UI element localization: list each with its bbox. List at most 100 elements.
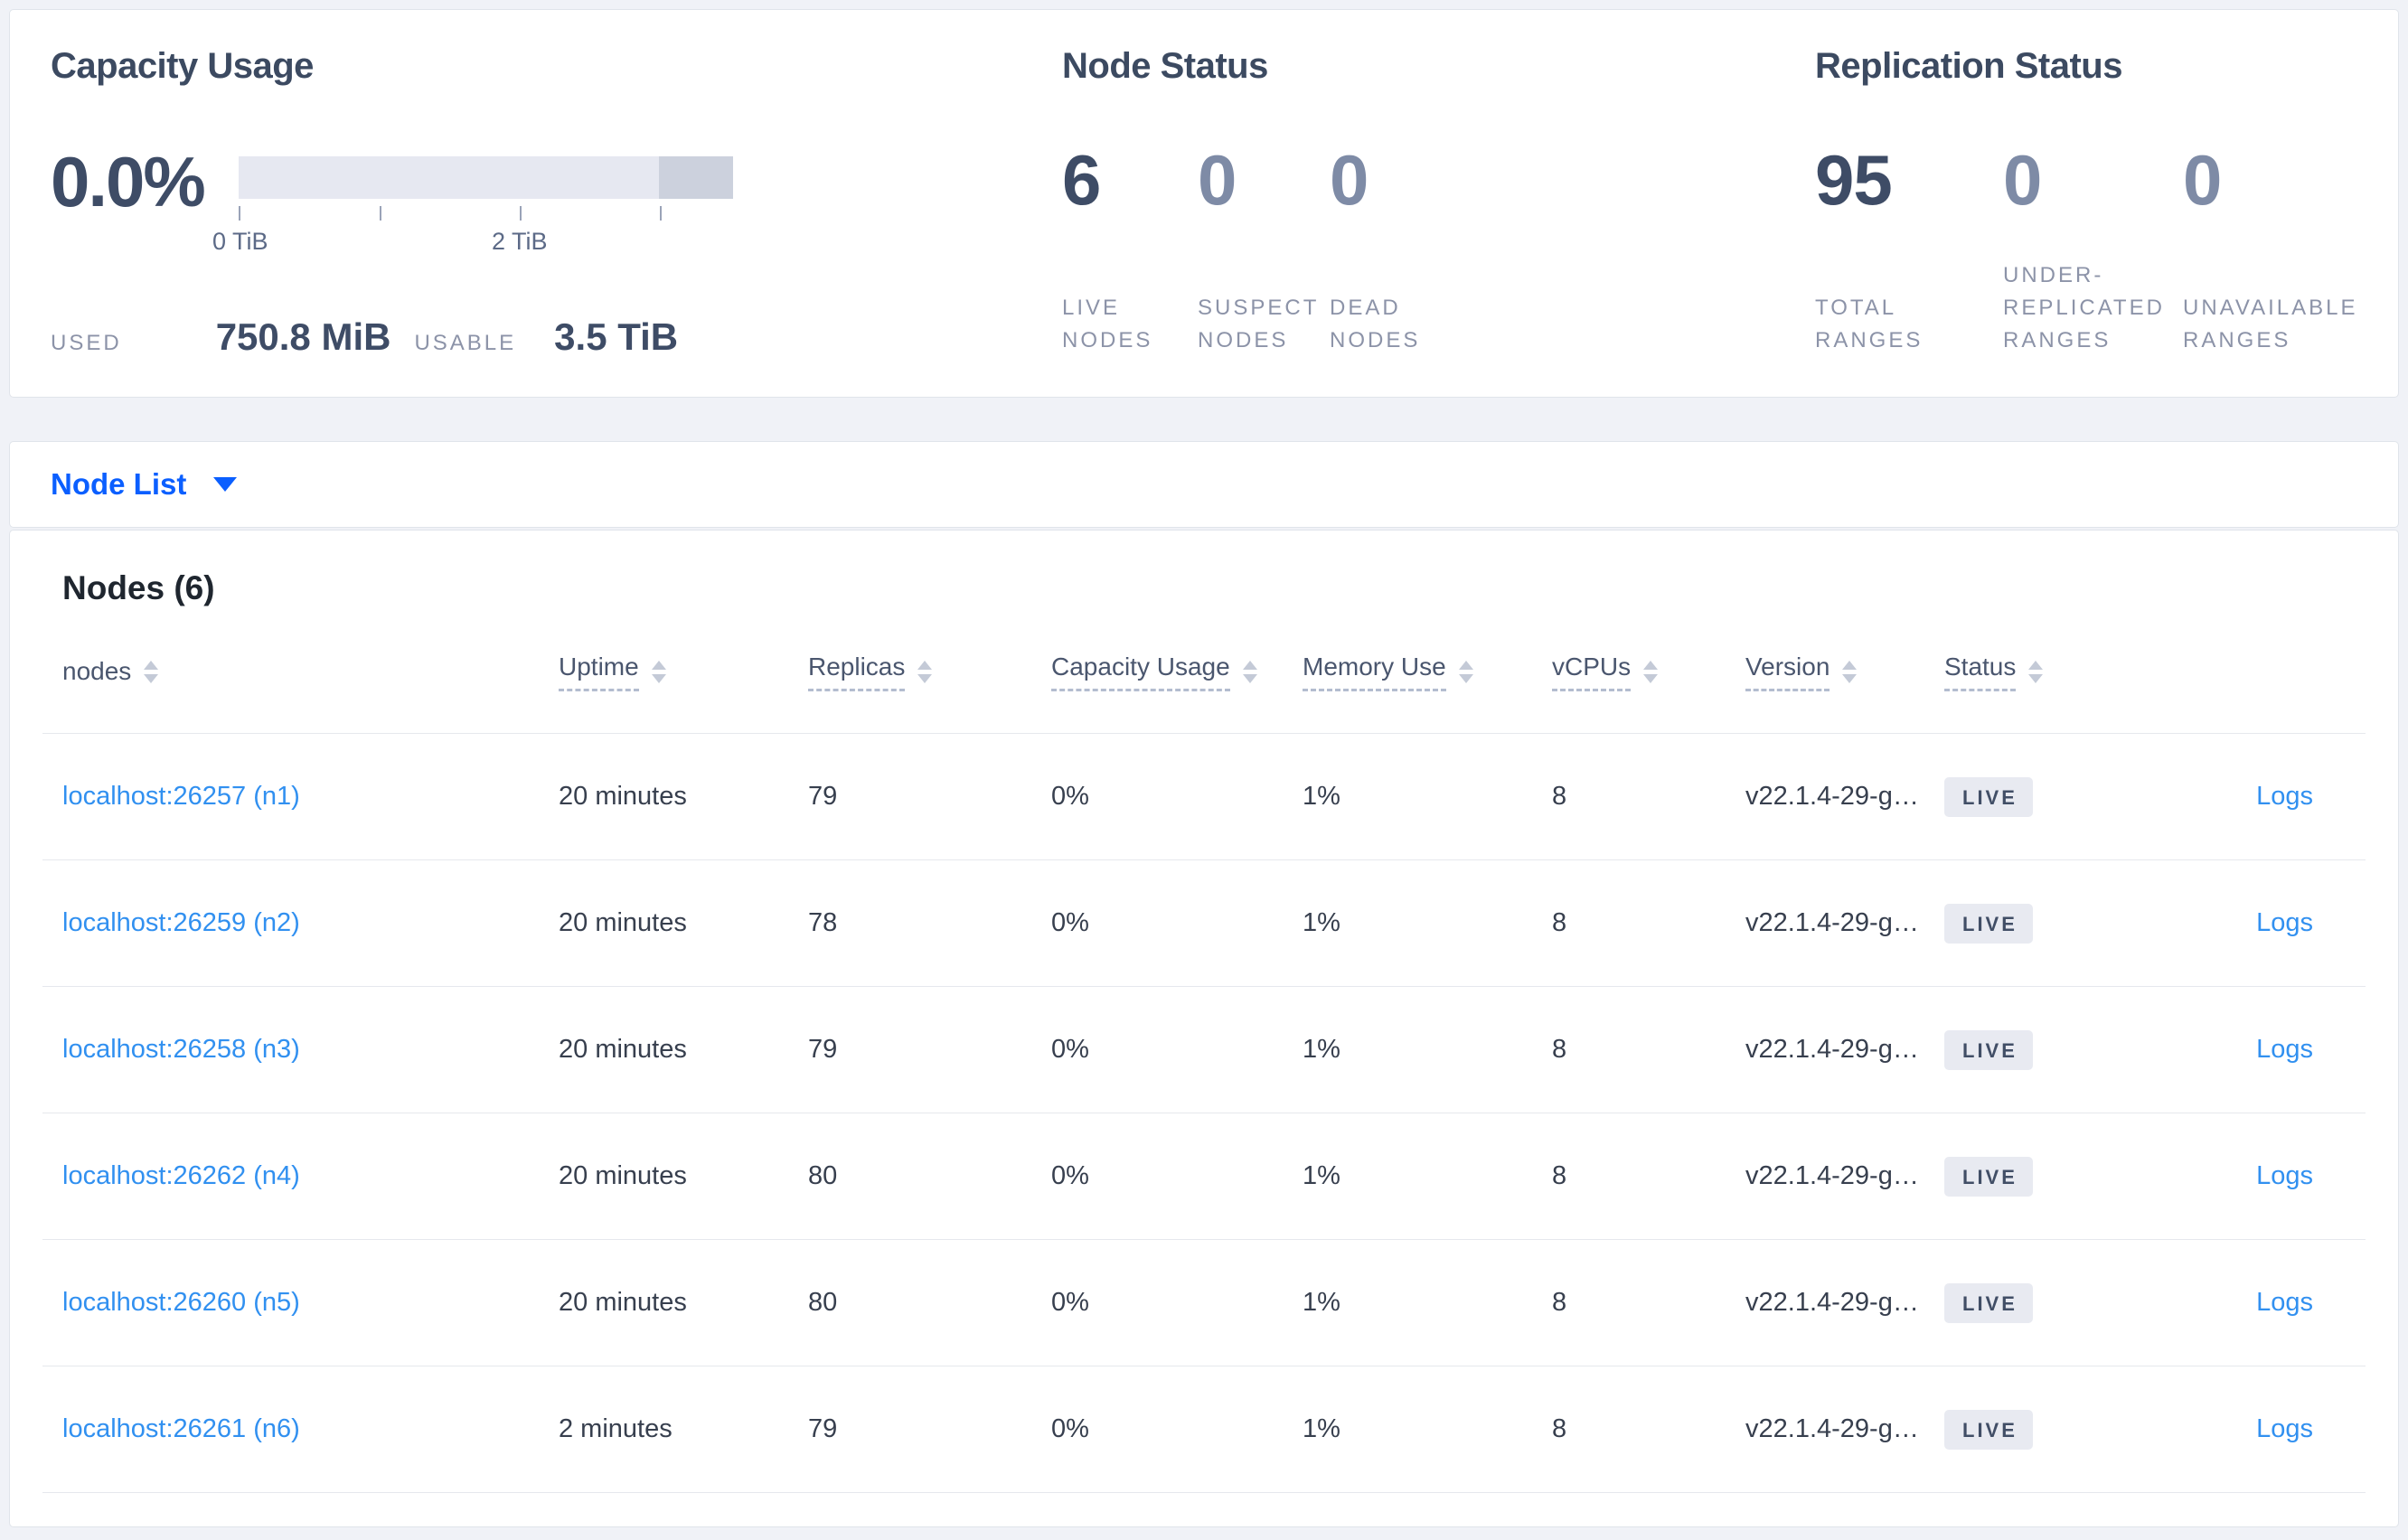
column-header-label: Version bbox=[1745, 653, 1830, 691]
column-header-replicas[interactable]: Replicas bbox=[808, 653, 1051, 691]
logs-link[interactable]: Logs bbox=[2256, 1414, 2313, 1443]
replicas-cell: 78 bbox=[808, 908, 838, 937]
replicas-cell: 79 bbox=[808, 782, 838, 811]
column-header-uptime[interactable]: Uptime bbox=[559, 653, 808, 691]
replicas-cell: 79 bbox=[808, 1414, 838, 1443]
axis-label-0tib: 0 TiB bbox=[212, 228, 268, 255]
column-header-memory-use[interactable]: Memory Use bbox=[1303, 653, 1552, 691]
node-list-dropdown-label: Node List bbox=[51, 467, 187, 501]
total-ranges-value: 95 bbox=[1815, 140, 1893, 220]
capacity-cell: 0% bbox=[1051, 1035, 1089, 1064]
suspect-nodes-value: 0 bbox=[1198, 140, 1237, 220]
sort-icon bbox=[1842, 660, 1858, 683]
capacity-bar-ticks bbox=[238, 206, 733, 228]
replicas-cell: 80 bbox=[808, 1288, 838, 1317]
nodes-table-card: Nodes (6) nodes Uptime Replicas Capacity… bbox=[9, 530, 2399, 1527]
used-value: 750.8 MiB bbox=[215, 315, 391, 358]
capacity-cell: 0% bbox=[1051, 1288, 1089, 1317]
tick-mark bbox=[238, 206, 240, 221]
dead-nodes-label: DEAD NODES bbox=[1330, 296, 1421, 352]
replicas-cell: 80 bbox=[808, 1161, 838, 1190]
status-badge: LIVE bbox=[1944, 776, 2033, 817]
status-badge: LIVE bbox=[1944, 1156, 2033, 1197]
vcpus-cell: 8 bbox=[1552, 1161, 1567, 1190]
memory-cell: 1% bbox=[1303, 1161, 1340, 1190]
logs-link[interactable]: Logs bbox=[2256, 1288, 2313, 1317]
used-label: USED bbox=[51, 331, 122, 355]
usable-value: 3.5 TiB bbox=[554, 315, 679, 358]
node-address-link[interactable]: localhost:26258 (n3) bbox=[62, 1035, 300, 1064]
column-header-capacity-usage[interactable]: Capacity Usage bbox=[1051, 653, 1303, 691]
capacity-usage-section: Capacity Usage 0.0% 0 TiB 2 TiB bbox=[51, 10, 1054, 397]
column-header-version[interactable]: Version bbox=[1745, 653, 1944, 691]
capacity-bar-segment bbox=[658, 156, 733, 199]
uptime-cell: 20 minutes bbox=[559, 1288, 687, 1317]
uptime-cell: 20 minutes bbox=[559, 1035, 687, 1064]
tick-mark bbox=[519, 206, 522, 221]
chevron-down-icon bbox=[213, 477, 238, 492]
table-row: localhost:26257 (n1) 20 minutes 79 0% 1%… bbox=[10, 734, 2398, 859]
node-address-link[interactable]: localhost:26257 (n1) bbox=[62, 782, 300, 811]
capacity-bar-chart: 0 TiB 2 TiB bbox=[212, 156, 733, 255]
node-address-link[interactable]: localhost:26262 (n4) bbox=[62, 1161, 300, 1190]
table-row: localhost:26260 (n5) 20 minutes 80 0% 1%… bbox=[10, 1240, 2398, 1366]
row-divider bbox=[42, 986, 2366, 987]
column-header-vcpus[interactable]: vCPUs bbox=[1552, 653, 1745, 691]
replication-status-section: Replication Status 95 TOTAL RANGES 0 UND… bbox=[1815, 10, 2394, 397]
memory-cell: 1% bbox=[1303, 1414, 1340, 1443]
node-address-link[interactable]: localhost:26261 (n6) bbox=[62, 1414, 300, 1443]
version-cell: v22.1.4-29-g… bbox=[1745, 1288, 1919, 1317]
column-header-nodes[interactable]: nodes bbox=[62, 657, 559, 686]
logs-link[interactable]: Logs bbox=[2256, 782, 2313, 811]
node-list-selector-bar: Node List bbox=[9, 441, 2399, 528]
live-nodes-value: 6 bbox=[1062, 140, 1101, 220]
replication-stats: 95 TOTAL RANGES 0 UNDER-REPLICATED RANGE… bbox=[1815, 142, 2382, 357]
uptime-cell: 20 minutes bbox=[559, 782, 687, 811]
vcpus-cell: 8 bbox=[1552, 1288, 1567, 1317]
tick-mark bbox=[379, 206, 381, 221]
node-address-link[interactable]: localhost:26259 (n2) bbox=[62, 908, 300, 937]
node-list-dropdown[interactable]: Node List bbox=[51, 467, 238, 502]
cluster-summary-card: Capacity Usage 0.0% 0 TiB 2 TiB bbox=[9, 9, 2399, 398]
vcpus-cell: 8 bbox=[1552, 782, 1567, 811]
suspect-nodes-stat: 0 SUSPECT NODES bbox=[1198, 142, 1330, 357]
status-badge: LIVE bbox=[1944, 903, 2033, 944]
table-row: localhost:26262 (n4) 20 minutes 80 0% 1%… bbox=[10, 1113, 2398, 1239]
usable-label: USABLE bbox=[414, 331, 517, 355]
capacity-chart: 0.0% 0 TiB 2 TiB bbox=[51, 142, 733, 255]
column-header-label: Uptime bbox=[559, 653, 639, 691]
memory-cell: 1% bbox=[1303, 1035, 1340, 1064]
sort-icon bbox=[1643, 660, 1659, 683]
node-status-stats: 6 LIVE NODES 0 SUSPECT NODES 0 DEAD NODE… bbox=[1062, 142, 1483, 357]
uptime-cell: 20 minutes bbox=[559, 908, 687, 937]
nodes-table-title: Nodes (6) bbox=[62, 569, 215, 606]
table-row: localhost:26261 (n6) 2 minutes 79 0% 1% … bbox=[10, 1366, 2398, 1492]
memory-cell: 1% bbox=[1303, 1288, 1340, 1317]
unavailable-ranges-value: 0 bbox=[2183, 140, 2222, 220]
version-cell: v22.1.4-29-g… bbox=[1745, 1414, 1919, 1443]
column-header-label: Capacity Usage bbox=[1051, 653, 1230, 691]
table-header-row: nodes Uptime Replicas Capacity Usage Mem… bbox=[10, 610, 2398, 733]
sort-icon bbox=[1458, 660, 1473, 683]
total-ranges-stat: 95 TOTAL RANGES bbox=[1815, 142, 2003, 357]
vcpus-cell: 8 bbox=[1552, 1414, 1567, 1443]
vcpus-cell: 8 bbox=[1552, 1035, 1567, 1064]
sort-icon bbox=[917, 660, 933, 683]
capacity-cell: 0% bbox=[1051, 1414, 1089, 1443]
logs-link[interactable]: Logs bbox=[2256, 908, 2313, 937]
replicas-cell: 79 bbox=[808, 1035, 838, 1064]
logs-link[interactable]: Logs bbox=[2256, 1161, 2313, 1190]
row-divider bbox=[42, 733, 2366, 734]
dead-nodes-value: 0 bbox=[1330, 140, 1369, 220]
dead-nodes-stat: 0 DEAD NODES bbox=[1330, 142, 1483, 357]
logs-link[interactable]: Logs bbox=[2256, 1035, 2313, 1064]
version-cell: v22.1.4-29-g… bbox=[1745, 1161, 1919, 1190]
column-header-status[interactable]: Status bbox=[1944, 653, 2134, 691]
column-header-label: Replicas bbox=[808, 653, 906, 691]
unavailable-ranges-stat: 0 UNAVAILABLE RANGES bbox=[2183, 142, 2382, 357]
node-address-link[interactable]: localhost:26260 (n5) bbox=[62, 1288, 300, 1317]
node-status-section: Node Status 6 LIVE NODES 0 SUSPECT NODES… bbox=[1062, 10, 1803, 397]
live-nodes-stat: 6 LIVE NODES bbox=[1062, 142, 1198, 357]
column-header-label: Status bbox=[1944, 653, 2017, 691]
version-cell: v22.1.4-29-g… bbox=[1745, 1035, 1919, 1064]
